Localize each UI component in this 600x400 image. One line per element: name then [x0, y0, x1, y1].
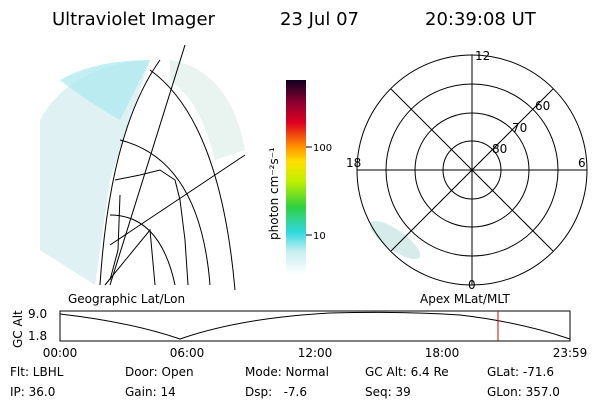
footer: Flt: LBHL Door: Open Mode: Normal GC Alt: 6…: [10, 365, 560, 399]
mlt-label: 12: [475, 49, 490, 63]
limb: [99, 59, 161, 286]
colorbar-tick-label: 10: [313, 231, 326, 242]
x-tick-label: 00:00: [43, 346, 78, 360]
colorbar-tick-label: 100: [313, 143, 332, 154]
mlt-label: 18: [346, 156, 361, 170]
altitude-plot: GC Alt 9.0 1.8 00:00 06:00 12:00 18:00 2…: [11, 307, 587, 360]
status-field: GLat: -71.6: [487, 365, 554, 379]
coastline: [139, 169, 189, 286]
grid-arc: [109, 214, 176, 286]
grid-arc: [149, 69, 236, 291]
y-axis-label: GC Alt: [11, 310, 25, 348]
polar-label: Apex MLat/MLT: [420, 292, 510, 306]
date: 23 Jul 07: [280, 9, 359, 30]
colorbar-scale: [286, 80, 306, 275]
status-field: GLon: 357.0: [487, 385, 560, 399]
coastline: [109, 174, 141, 281]
plot-frame: [59, 310, 571, 342]
status-field: Seq: 39: [365, 385, 411, 399]
geo-map: Geographic Lat/Lon: [40, 44, 246, 306]
x-tick-label: 23:59: [553, 346, 588, 360]
lat-label: 60: [535, 99, 550, 113]
polar-plot: 12 18 6 0 60 70 80 Apex MLat/MLT: [346, 49, 588, 306]
x-tick-label: 18:00: [425, 346, 460, 360]
status-field: Door: Open: [125, 365, 194, 379]
status-field: Flt: LBHL: [10, 365, 64, 379]
geo-label: Geographic Lat/Lon: [68, 292, 185, 306]
aurora-bright: [60, 60, 150, 120]
x-tick-label: 06:00: [170, 346, 205, 360]
x-tick-label: 12:00: [298, 346, 333, 360]
colorbar-label: photon cm⁻²s⁻¹: [267, 147, 281, 240]
title: Ultraviolet Imager: [52, 9, 216, 30]
axis: [390, 88, 554, 252]
aurora-emission: [369, 220, 421, 260]
header: Ultraviolet Imager 23 Jul 07 20:39:08 UT: [52, 9, 537, 30]
status-field: Mode: Normal: [245, 365, 329, 379]
meridian: [109, 44, 186, 286]
y-tick-label: 9.0: [28, 307, 47, 321]
aurora-emission: [40, 60, 150, 285]
altitude-curve: [59, 311, 571, 340]
y-tick-label: 1.8: [28, 329, 47, 343]
lat-label: 80: [492, 142, 507, 156]
status-field: Dsp: -7.6: [245, 385, 307, 399]
mlt-label: 6: [578, 156, 586, 170]
time: 20:39:08 UT: [425, 9, 537, 30]
aurora-dayside: [170, 60, 245, 160]
status-field: IP: 36.0: [10, 385, 55, 399]
status-field: GC Alt: 6.4 Re: [365, 365, 449, 379]
grid-arc: [119, 139, 211, 286]
status-field: Gain: 14: [125, 385, 176, 399]
lat-label: 70: [512, 121, 527, 135]
colorbar: 100 10 photon cm⁻²s⁻¹: [267, 80, 332, 275]
meridian: [104, 228, 156, 286]
meridian: [109, 154, 246, 246]
mlt-label: 0: [468, 278, 476, 292]
